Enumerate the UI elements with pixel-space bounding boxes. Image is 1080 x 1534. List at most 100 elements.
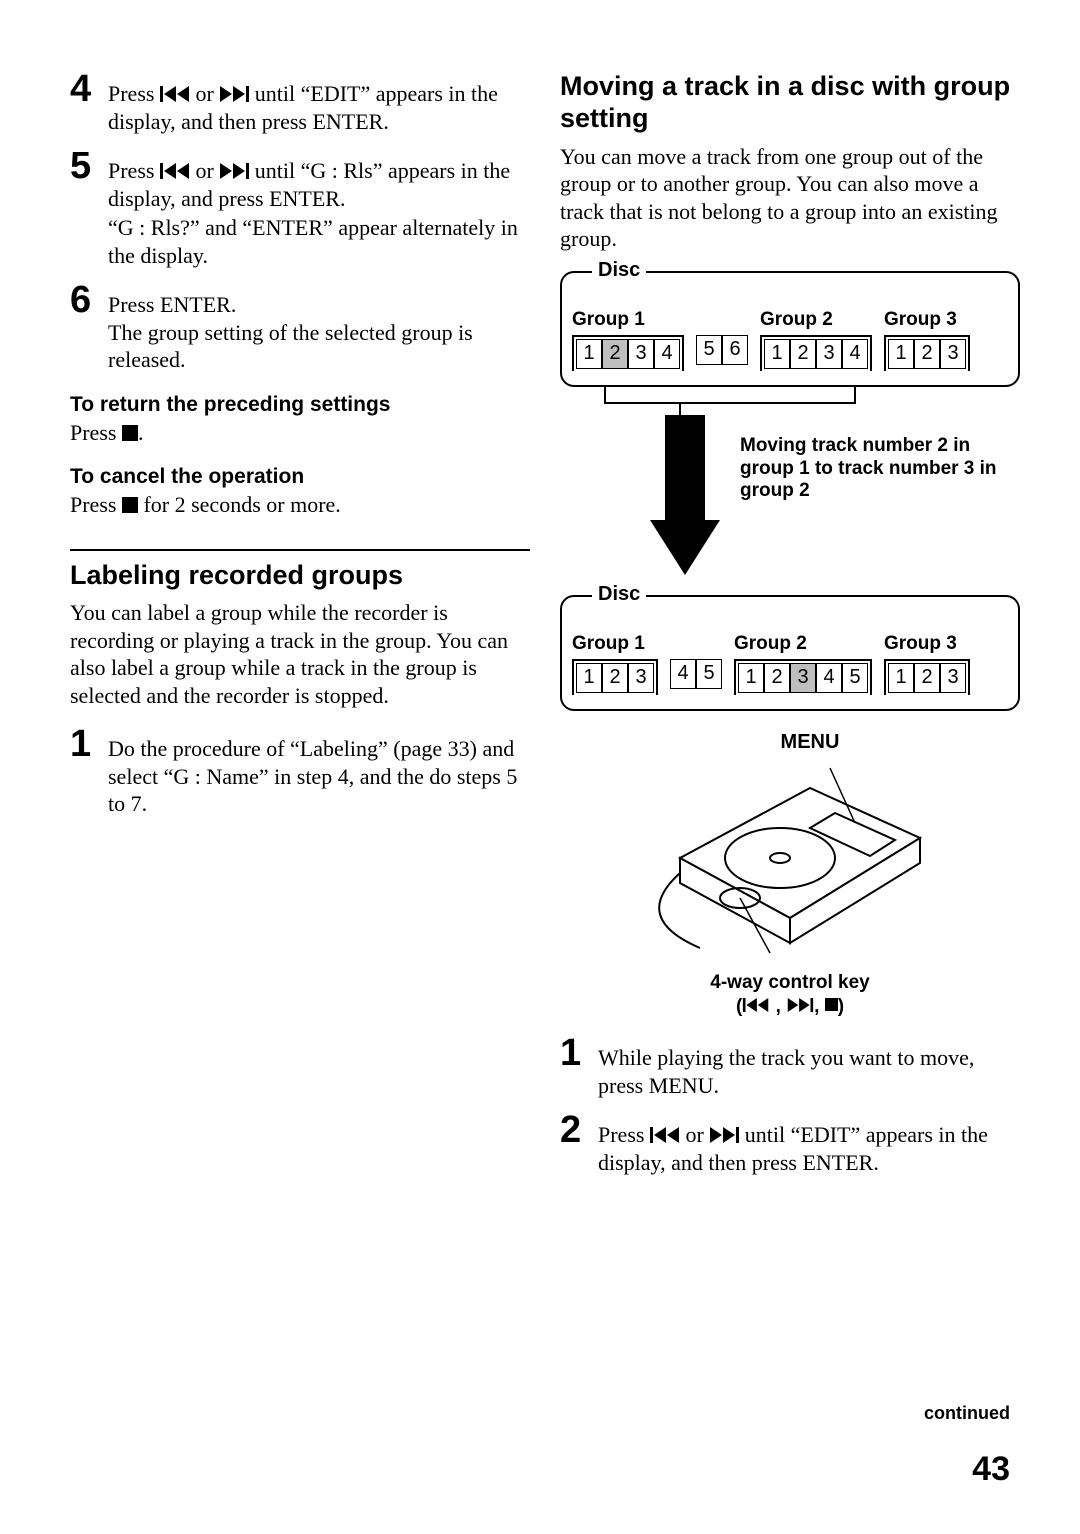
before-diagram: Disc Group 1123456Group 21234Group 3123 [560,271,1020,415]
disc-label: Disc [592,583,646,606]
track-row: 1234 [764,339,868,369]
step-number: 6 [70,281,98,319]
next-track-icon [786,998,814,1012]
track-cell: 4 [842,339,868,369]
prev-track-icon [742,998,770,1012]
text: Press [598,1122,650,1147]
track-cell: 4 [670,659,696,689]
text: or [190,158,219,183]
text: Press ENTER. [108,292,236,317]
track-cell: 1 [764,339,790,369]
step-text: Press or until “EDIT” appears in the dis… [108,70,530,135]
page-number: 43 [972,1450,1010,1489]
ungrouped-tracks: 45 [670,633,722,689]
group-label: Group 1 [572,309,684,331]
text: or [680,1122,709,1147]
moving-step-1: 1 While playing the track you want to mo… [560,1034,1020,1099]
track-cell: 1 [738,663,764,693]
stop-icon [825,998,838,1011]
right-column: Moving a track in a disc with group sett… [560,70,1020,1474]
track-cell: 1 [888,339,914,369]
text: , [814,996,825,1017]
step-number: 1 [560,1034,588,1072]
arrow-caption: Moving track number 2 in group 1 to trac… [740,415,1000,503]
track-row: 1234 [576,339,680,369]
track-row: 12345 [738,663,868,693]
labeling-step-1: 1 Do the procedure of “Labeling” (page 3… [70,725,530,818]
group-label: Group 2 [760,309,872,331]
track-row: 123 [888,663,966,693]
moving-head: Moving a track in a disc with group sett… [560,70,1020,135]
section-rule [70,549,530,551]
step-number: 5 [70,147,98,185]
group-label: Group 2 [734,633,872,655]
track-cell: 5 [696,659,722,689]
track-cell: 3 [940,339,966,369]
track-cell: 2 [602,663,628,693]
text: for 2 seconds or more. [138,492,341,517]
step-6: 6 Press ENTER. The group setting of the … [70,281,530,374]
text: 4-way control key [560,971,1020,995]
connector-lines [560,385,1020,415]
track-cell: 2 [790,339,816,369]
step-text: Do the procedure of “Labeling” (page 33)… [108,725,530,818]
group-block: Group 3123 [884,633,970,695]
continued-label: continued [924,1403,1010,1424]
track-cell: 3 [816,339,842,369]
track-cell: 2 [914,663,940,693]
text: Press [108,81,160,106]
step-text: Press or until “G : Rls” appears in the … [108,147,530,269]
next-track-icon [219,86,249,102]
labeling-head: Labeling recorded groups [70,559,530,591]
track-cell: 3 [790,663,816,693]
device-figure: MENU [560,731,1020,1019]
track-cell: 3 [940,663,966,693]
group-label: Group 3 [884,309,970,331]
control-key-label: 4-way control key ( , , ) [560,971,1020,1019]
track-cell: 4 [654,339,680,369]
step-4: 4 Press or until “EDIT” appears in the d… [70,70,530,135]
track-cell: 1 [888,663,914,693]
arrow-block: Moving track number 2 in group 1 to trac… [560,415,1020,595]
step-text: While playing the track you want to move… [598,1034,1020,1099]
group-block: Group 2 1234 [760,309,872,371]
labeling-body: You can label a group while the recorder… [70,599,530,709]
minidisc-player-icon [640,758,940,958]
disc-label: Disc [592,259,646,282]
text: “G : Rls?” and “ENTER” appear alternatel… [108,214,530,269]
step-5: 5 Press or until “G : Rls” appears in th… [70,147,530,269]
return-preceding-body: Press . [70,419,530,447]
track-cell: 2 [602,339,628,369]
step-text: Press or until “EDIT” appears in the dis… [598,1111,1020,1176]
return-preceding-head: To return the preceding settings [70,392,530,417]
track-row: 123 [888,339,966,369]
next-track-icon [219,163,249,179]
track-cell: 1 [576,663,602,693]
cancel-op-head: To cancel the operation [70,464,530,489]
prev-track-icon [160,163,190,179]
text: . [138,420,144,445]
prev-track-icon [160,86,190,102]
group-block: Group 1 1234 [572,309,684,371]
stop-icon [122,497,138,513]
left-column: 4 Press or until “EDIT” appears in the d… [70,70,530,1474]
menu-label: MENU [600,731,1020,754]
ungrouped-tracks: 56 [696,309,748,365]
group-block: Group 1123 [572,633,658,695]
track-row: 45 [670,659,722,689]
track-row: 56 [696,335,748,365]
track-cell: 1 [576,339,602,369]
text-symbols: ( , , ) [560,995,1020,1019]
text: Press [108,158,160,183]
step-text: Press ENTER. The group setting of the se… [108,281,530,374]
group-block: Group 2 12345 [734,633,872,695]
prev-track-icon [650,1127,680,1143]
track-cell: 6 [722,335,748,365]
track-cell: 2 [764,663,790,693]
step-number: 4 [70,70,98,108]
text: or [190,81,219,106]
track-cell: 5 [696,335,722,365]
group-label: Group 1 [572,633,658,655]
next-track-icon [709,1127,739,1143]
text: The group setting of the selected group … [108,319,530,374]
